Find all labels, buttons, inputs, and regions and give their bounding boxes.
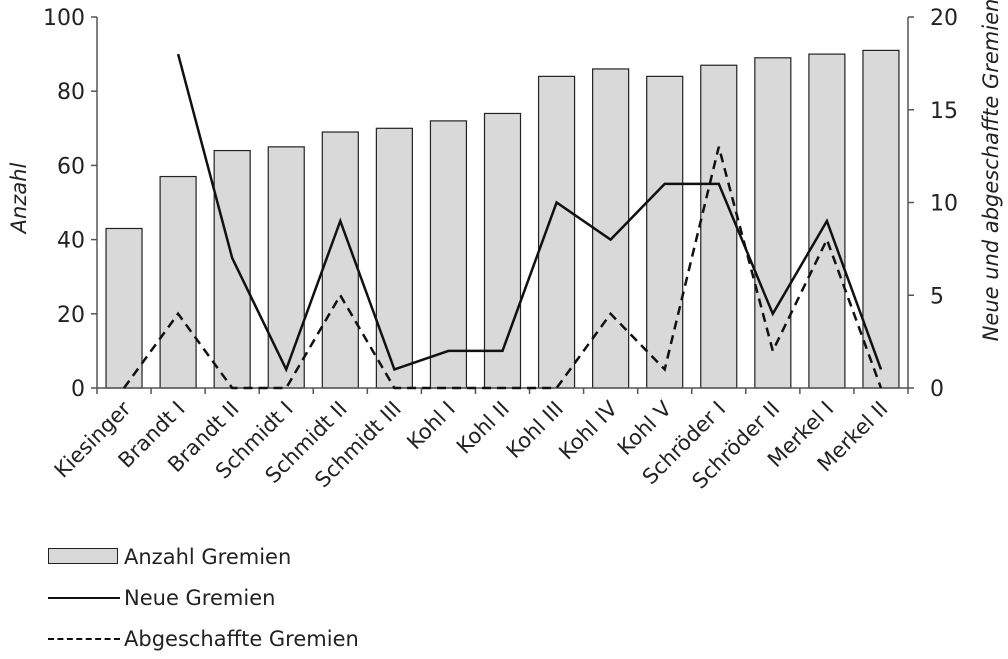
legend-label-new: Neue Gremien [124, 585, 276, 610]
y2-axis-title: Neue und abgeschaffte Gremien [979, 0, 1003, 341]
y-tick-label: 60 [57, 154, 85, 179]
y-tick-label: 80 [57, 80, 85, 105]
y2-tick-label: 10 [930, 192, 958, 217]
bar [105, 227, 143, 389]
legend-item-bars: Anzahl Gremien [48, 536, 359, 577]
y2-tick-label: 15 [930, 99, 958, 124]
y-tick-label: 20 [57, 303, 85, 328]
bar [700, 64, 738, 389]
bar [213, 149, 251, 389]
legend: Anzahl Gremien Neue Gremien Abgeschaffte… [48, 536, 359, 659]
y-tick-label: 100 [43, 6, 85, 31]
legend-swatch-solid-line [48, 586, 120, 610]
bar [267, 146, 305, 389]
lines-group [122, 53, 883, 390]
legend-swatch-dashed-line [48, 627, 120, 651]
legend-swatch-bar [48, 545, 120, 569]
series-line-abolished [122, 146, 883, 390]
x-tick-label: Kiesinger [50, 396, 136, 482]
x-tick-label: Kohl I [402, 397, 460, 455]
bar [862, 49, 900, 389]
legend-label-bars: Anzahl Gremien [124, 544, 292, 569]
y-tick-label: 0 [71, 377, 85, 402]
bar [321, 131, 359, 389]
bar [429, 120, 468, 389]
bar [159, 175, 197, 389]
series-line-new [176, 53, 883, 373]
legend-item-abolished: Abgeschaffte Gremien [48, 618, 359, 659]
y2-tick-label: 5 [930, 284, 944, 309]
bar [754, 57, 792, 389]
bar [537, 75, 576, 389]
y2-tick-label: 0 [930, 377, 944, 402]
bar [483, 112, 522, 389]
bar [592, 68, 630, 389]
legend-item-new: Neue Gremien [48, 577, 359, 618]
y-tick-label: 40 [57, 229, 85, 254]
y-axis-title: Anzahl [7, 162, 31, 235]
bar [646, 75, 684, 389]
x-tick-label: Kohl III [502, 397, 568, 463]
bars-group [105, 49, 900, 389]
bar [375, 127, 413, 389]
legend-label-abolished: Abgeschaffte Gremien [124, 626, 359, 651]
y2-tick-label: 20 [930, 6, 958, 31]
x-tick-label: Kohl IV [554, 396, 622, 464]
